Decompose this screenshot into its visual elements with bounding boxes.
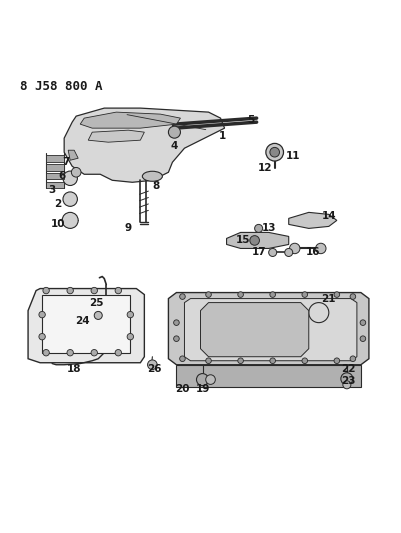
Circle shape (180, 294, 185, 300)
Circle shape (174, 320, 179, 326)
Circle shape (174, 336, 179, 342)
Polygon shape (68, 150, 78, 160)
Circle shape (350, 294, 356, 300)
Circle shape (316, 243, 326, 254)
Text: 2: 2 (55, 199, 62, 209)
Text: 14: 14 (322, 212, 336, 221)
Polygon shape (64, 108, 225, 182)
Circle shape (196, 374, 209, 385)
Text: 7: 7 (63, 157, 70, 167)
Bar (46, 182, 64, 188)
Text: 8 J58 800 A: 8 J58 800 A (20, 80, 103, 93)
Circle shape (206, 375, 215, 384)
Text: 11: 11 (286, 151, 300, 161)
Circle shape (71, 167, 81, 177)
Text: 9: 9 (125, 223, 132, 233)
Circle shape (63, 171, 77, 185)
Polygon shape (88, 130, 144, 142)
Bar (42, 295, 130, 353)
Text: 1: 1 (219, 131, 226, 141)
Text: 19: 19 (195, 384, 210, 394)
Text: 24: 24 (75, 316, 89, 326)
Circle shape (62, 212, 78, 229)
Circle shape (115, 350, 122, 356)
Text: 13: 13 (261, 223, 276, 233)
Circle shape (302, 292, 308, 297)
Circle shape (255, 224, 263, 232)
Text: 18: 18 (67, 364, 81, 374)
Text: 16: 16 (306, 247, 320, 257)
Circle shape (302, 358, 308, 364)
Text: 6: 6 (59, 171, 66, 181)
Bar (46, 173, 64, 180)
Circle shape (238, 292, 243, 297)
Circle shape (334, 358, 340, 364)
Circle shape (269, 248, 277, 256)
Circle shape (91, 287, 97, 294)
Circle shape (91, 350, 97, 356)
Circle shape (270, 292, 275, 297)
Text: 23: 23 (342, 376, 356, 386)
Circle shape (63, 192, 77, 206)
Circle shape (206, 292, 211, 297)
Polygon shape (227, 232, 289, 248)
Text: 12: 12 (257, 163, 272, 173)
Circle shape (360, 336, 366, 342)
Circle shape (43, 287, 49, 294)
Circle shape (115, 287, 122, 294)
Circle shape (94, 311, 102, 319)
Text: 26: 26 (147, 364, 162, 374)
Text: 10: 10 (51, 220, 65, 229)
Polygon shape (184, 298, 357, 361)
Circle shape (39, 334, 45, 340)
Text: 22: 22 (342, 364, 356, 374)
Polygon shape (80, 112, 180, 128)
Bar (46, 164, 64, 171)
Circle shape (168, 126, 180, 138)
Circle shape (148, 360, 157, 369)
Circle shape (270, 148, 279, 157)
Circle shape (43, 350, 49, 356)
Text: 15: 15 (235, 236, 250, 245)
Circle shape (250, 236, 259, 245)
Ellipse shape (142, 171, 162, 181)
Circle shape (39, 311, 45, 318)
Circle shape (238, 358, 243, 364)
Text: 3: 3 (49, 185, 56, 195)
Circle shape (350, 356, 356, 361)
Text: 8: 8 (153, 181, 160, 191)
Polygon shape (200, 303, 309, 357)
Circle shape (206, 358, 211, 364)
Circle shape (67, 287, 73, 294)
Circle shape (180, 356, 185, 361)
Text: 17: 17 (251, 247, 266, 257)
Polygon shape (176, 365, 361, 387)
Text: 5: 5 (247, 115, 254, 125)
Text: 21: 21 (322, 294, 336, 304)
Circle shape (290, 243, 300, 254)
Circle shape (285, 248, 293, 256)
Text: 20: 20 (175, 384, 190, 394)
Circle shape (266, 143, 284, 161)
Circle shape (341, 373, 353, 385)
Circle shape (67, 350, 73, 356)
Circle shape (343, 381, 351, 389)
Circle shape (270, 358, 275, 364)
Polygon shape (28, 288, 144, 363)
Text: 4: 4 (171, 141, 178, 151)
Polygon shape (289, 212, 337, 229)
Circle shape (127, 334, 134, 340)
Circle shape (127, 311, 134, 318)
Circle shape (334, 292, 340, 297)
Polygon shape (168, 293, 369, 365)
Bar (46, 156, 64, 162)
Text: 25: 25 (89, 297, 103, 308)
Circle shape (360, 320, 366, 326)
